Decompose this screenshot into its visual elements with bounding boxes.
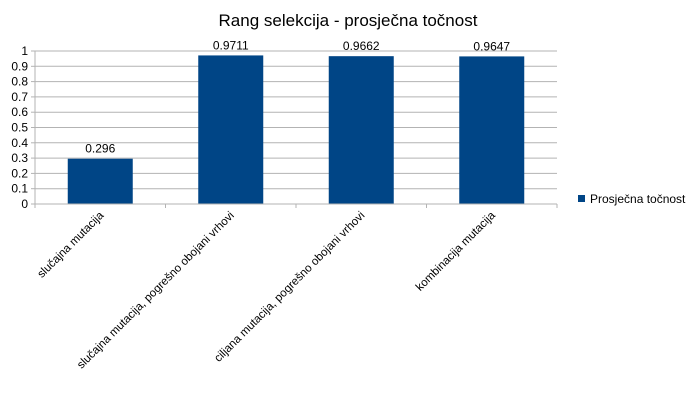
y-tick-label: 0.2	[11, 166, 28, 180]
x-category-label: slučajna mutacija, pogrešno obojani vrho…	[75, 210, 237, 372]
bar	[459, 56, 525, 204]
data-label: 0.9711	[213, 38, 249, 52]
bar	[67, 158, 133, 204]
x-category-label: ciljana mutacija, pogrešno obojani vrhov…	[212, 210, 367, 365]
y-tick-label: 0.9	[11, 59, 28, 73]
legend-swatch	[578, 195, 585, 202]
data-label: 0.9662	[343, 39, 380, 53]
x-category-label: slučajna mutacija	[36, 209, 107, 280]
legend-label: Prosječna točnost	[590, 192, 686, 206]
y-axis-tick-labels: 00.1 0.20.30.40.5 0.60.70.8 0.91	[11, 44, 28, 211]
y-tick-label: 0.3	[11, 151, 28, 165]
y-tick-label: 0.5	[11, 121, 28, 135]
y-tick-label: 0.7	[11, 90, 28, 104]
bar	[198, 55, 264, 205]
legend: Prosječna točnost	[578, 192, 686, 206]
y-tick-label: 0.8	[11, 75, 28, 89]
y-tick-label: 1	[21, 44, 28, 58]
y-tick-label: 0.1	[11, 182, 28, 196]
x-category-label: kombinacija mutacija	[414, 209, 498, 293]
y-tick-label: 0	[21, 197, 28, 211]
y-tick-label: 0.4	[11, 136, 28, 150]
bar	[328, 56, 394, 204]
value-labels: 0.296 0.9711 0.9662 0.9647	[85, 38, 510, 155]
chart-title: Rang selekcija - prosječna točnost	[219, 11, 478, 30]
bar-layer	[67, 55, 525, 205]
data-label: 0.296	[85, 142, 115, 156]
data-label: 0.9647	[473, 39, 510, 53]
axes	[34, 51, 558, 208]
y-tick-label: 0.6	[11, 105, 28, 119]
